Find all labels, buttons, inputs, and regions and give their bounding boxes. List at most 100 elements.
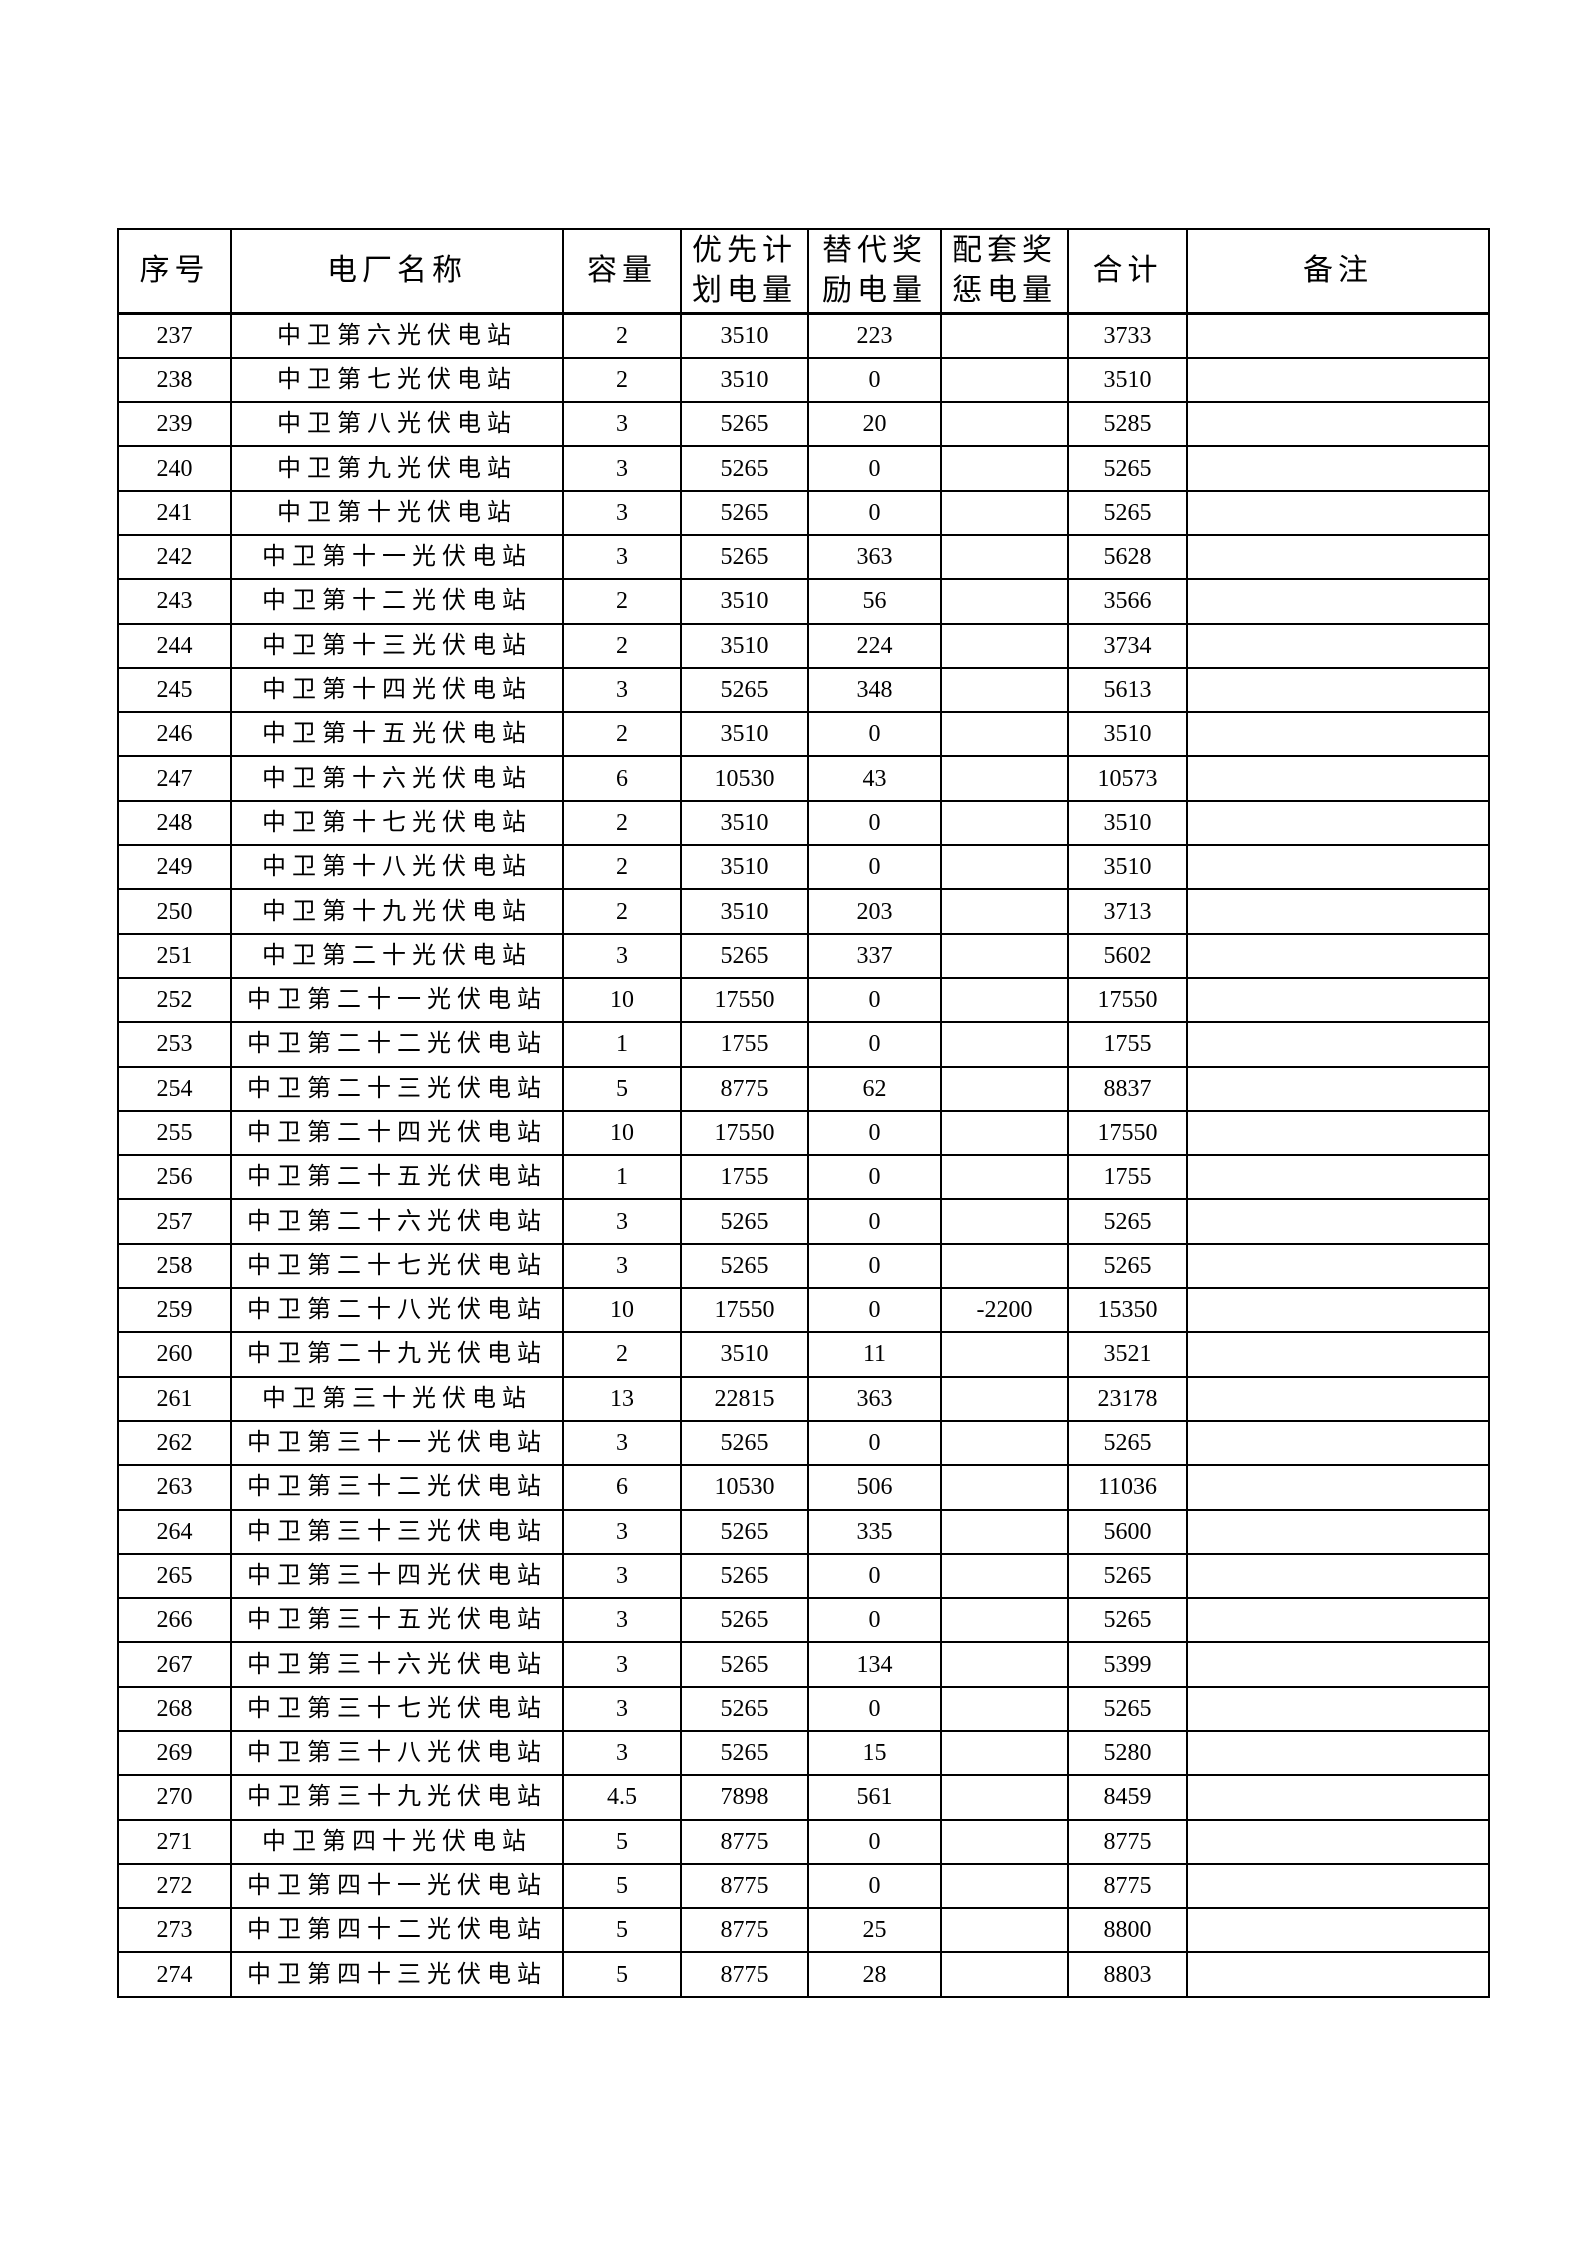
cell-plant-name: 中卫第三十光伏电站 — [230, 1375, 564, 1422]
cell-capacity: 3 — [562, 401, 682, 448]
cell-total: 5265 — [1067, 1198, 1188, 1245]
cell-remark — [1186, 1464, 1490, 1511]
cell-remark — [1186, 888, 1490, 935]
cell-serial-number: 263 — [117, 1464, 232, 1511]
table-row: 264 中卫第三十三光伏电站 3 5265 335 5600 — [117, 1508, 1490, 1555]
cell-plant-name: 中卫第三十九光伏电站 — [230, 1774, 564, 1821]
cell-replacement-reward-energy: 134 — [807, 1641, 942, 1688]
cell-serial-number: 239 — [117, 401, 232, 448]
header-capacity: 容量 — [562, 228, 682, 315]
cell-serial-number: 272 — [117, 1862, 232, 1910]
cell-replacement-reward-energy: 11 — [807, 1331, 942, 1378]
table-row: 246 中卫第十五光伏电站 2 3510 0 3510 — [117, 711, 1490, 758]
cell-replacement-reward-energy: 0 — [807, 1242, 942, 1290]
cell-capacity: 10 — [562, 1109, 682, 1157]
cell-plant-name: 中卫第十五光伏电站 — [230, 711, 564, 758]
cell-capacity: 13 — [562, 1375, 682, 1422]
cell-remark — [1186, 1508, 1490, 1555]
cell-total: 8837 — [1067, 1065, 1188, 1112]
cell-total: 5628 — [1067, 533, 1188, 581]
cell-replacement-reward-energy: 28 — [807, 1951, 942, 1998]
table-row: 251 中卫第二十光伏电站 3 5265 337 5602 — [117, 932, 1490, 979]
cell-total: 5265 — [1067, 1242, 1188, 1290]
cell-plant-name: 中卫第三十三光伏电站 — [230, 1508, 564, 1555]
cell-replacement-reward-energy: 0 — [807, 1818, 942, 1865]
cell-supporting-reward-punishment-energy — [940, 1729, 1069, 1777]
cell-capacity: 3 — [562, 1419, 682, 1467]
table-row: 261 中卫第三十光伏电站 13 22815 363 23178 — [117, 1375, 1490, 1422]
cell-total: 1755 — [1067, 1154, 1188, 1201]
cell-serial-number: 254 — [117, 1065, 232, 1112]
cell-replacement-reward-energy: 0 — [807, 445, 942, 492]
cell-replacement-reward-energy: 0 — [807, 1862, 942, 1910]
cell-replacement-reward-energy: 0 — [807, 799, 942, 847]
table-row: 242 中卫第十一光伏电站 3 5265 363 5628 — [117, 533, 1490, 581]
cell-remark — [1186, 1242, 1490, 1290]
cell-total: 5265 — [1067, 1685, 1188, 1733]
cell-priority-plan-energy: 3510 — [680, 844, 809, 891]
table-row: 239 中卫第八光伏电站 3 5265 20 5285 — [117, 401, 1490, 448]
table-row: 272 中卫第四十一光伏电站 5 8775 0 8775 — [117, 1862, 1490, 1910]
cell-total: 8800 — [1067, 1907, 1188, 1954]
cell-serial-number: 260 — [117, 1331, 232, 1378]
cell-serial-number: 243 — [117, 578, 232, 625]
cell-replacement-reward-energy: 62 — [807, 1065, 942, 1112]
cell-plant-name: 中卫第二十四光伏电站 — [230, 1109, 564, 1157]
cell-total: 8775 — [1067, 1862, 1188, 1910]
cell-priority-plan-energy: 3510 — [680, 356, 809, 404]
cell-plant-name: 中卫第二十二光伏电站 — [230, 1021, 564, 1068]
cell-remark — [1186, 799, 1490, 847]
cell-capacity: 5 — [562, 1907, 682, 1954]
cell-serial-number: 237 — [117, 312, 232, 359]
cell-supporting-reward-punishment-energy — [940, 1508, 1069, 1555]
cell-capacity: 3 — [562, 932, 682, 979]
cell-priority-plan-energy: 3510 — [680, 622, 809, 669]
cell-supporting-reward-punishment-energy — [940, 1375, 1069, 1422]
header-replacement-reward-energy: 替代奖 励电量 — [807, 228, 942, 315]
cell-serial-number: 271 — [117, 1818, 232, 1865]
cell-remark — [1186, 489, 1490, 536]
cell-capacity: 3 — [562, 1552, 682, 1600]
cell-priority-plan-energy: 5265 — [680, 1242, 809, 1290]
cell-serial-number: 269 — [117, 1729, 232, 1777]
cell-replacement-reward-energy: 15 — [807, 1729, 942, 1777]
cell-supporting-reward-punishment-energy — [940, 1331, 1069, 1378]
cell-supporting-reward-punishment-energy — [940, 888, 1069, 935]
cell-total: 23178 — [1067, 1375, 1188, 1422]
cell-replacement-reward-energy: 0 — [807, 1597, 942, 1644]
cell-capacity: 2 — [562, 1331, 682, 1378]
table-row: 257 中卫第二十六光伏电站 3 5265 0 5265 — [117, 1198, 1490, 1245]
cell-supporting-reward-punishment-energy — [940, 1951, 1069, 1998]
cell-remark — [1186, 401, 1490, 448]
cell-supporting-reward-punishment-energy — [940, 1552, 1069, 1600]
cell-capacity: 3 — [562, 1641, 682, 1688]
cell-serial-number: 268 — [117, 1685, 232, 1733]
cell-priority-plan-energy: 1755 — [680, 1021, 809, 1068]
table-row: 249 中卫第十八光伏电站 2 3510 0 3510 — [117, 844, 1490, 891]
cell-replacement-reward-energy: 0 — [807, 1287, 942, 1334]
cell-supporting-reward-punishment-energy — [940, 799, 1069, 847]
cell-serial-number: 249 — [117, 844, 232, 891]
cell-supporting-reward-punishment-energy — [940, 1198, 1069, 1245]
cell-replacement-reward-energy: 20 — [807, 401, 942, 448]
cell-priority-plan-energy: 17550 — [680, 976, 809, 1024]
cell-total: 5265 — [1067, 1597, 1188, 1644]
cell-total: 8803 — [1067, 1951, 1188, 1998]
header-priority-plan-energy: 优先计 划电量 — [680, 228, 809, 315]
cell-plant-name: 中卫第三十四光伏电站 — [230, 1552, 564, 1600]
cell-remark — [1186, 445, 1490, 492]
cell-remark — [1186, 1597, 1490, 1644]
cell-serial-number: 265 — [117, 1552, 232, 1600]
cell-capacity: 2 — [562, 711, 682, 758]
cell-priority-plan-energy: 5265 — [680, 932, 809, 979]
cell-supporting-reward-punishment-energy — [940, 489, 1069, 536]
cell-plant-name: 中卫第二十九光伏电站 — [230, 1331, 564, 1378]
header-remarks: 备注 — [1186, 228, 1490, 315]
cell-total: 1755 — [1067, 1021, 1188, 1068]
cell-serial-number: 240 — [117, 445, 232, 492]
cell-capacity: 3 — [562, 1597, 682, 1644]
cell-capacity: 3 — [562, 445, 682, 492]
cell-priority-plan-energy: 5265 — [680, 666, 809, 714]
table-row: 243 中卫第十二光伏电站 2 3510 56 3566 — [117, 578, 1490, 625]
header-serial-number: 序号 — [117, 228, 232, 315]
